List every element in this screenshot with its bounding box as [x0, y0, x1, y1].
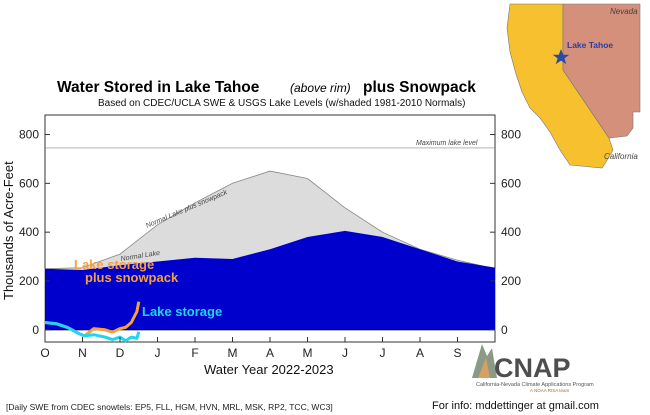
y-tick-label-right: 600	[501, 176, 521, 190]
y-tick-label-right: 200	[501, 274, 521, 288]
series-normal-lake	[45, 230, 495, 330]
cnap-logo-subtitle: California-Nevada Climate Applications P…	[476, 382, 594, 388]
y-tick-label-right: 800	[501, 128, 521, 142]
nevada-shape	[562, 3, 641, 139]
x-tick-label: J	[342, 346, 348, 360]
label-lake-storage-plus-snowpack-line2: plus snowpack	[85, 270, 179, 285]
chart-title: Water Stored in Lake Tahoe	[57, 79, 260, 96]
map-label-california: California	[604, 152, 638, 161]
y-tick-label-left: 600	[19, 176, 39, 190]
x-axis-title: Water Year 2022-2023	[204, 362, 334, 377]
chart-subtitle: Based on CDEC/UCLA SWE & USGS Lake Level…	[98, 98, 465, 109]
y-tick-label-left: 0	[32, 323, 39, 337]
x-tick-label: N	[78, 346, 87, 360]
y-tick-label-right: 400	[501, 225, 521, 239]
contact-info: For info: mddettinger at gmail.com	[432, 400, 599, 412]
cnap-ridge-icon	[478, 358, 490, 378]
y-axis-title: Thousands of Acre-Feet	[1, 161, 16, 300]
x-tick-label: S	[453, 346, 461, 360]
x-tick-label: A	[266, 346, 274, 360]
cnap-logo-tagline: A NOAA RISA team	[530, 388, 570, 393]
location-map: Nevada California Lake Tahoe	[506, 3, 641, 169]
cnap-logo: CNAP California-Nevada Climate Applicati…	[472, 344, 594, 393]
y-tick-label-left: 400	[19, 225, 39, 239]
x-tick-label: O	[40, 346, 49, 360]
series-lake-storage	[44, 321, 141, 343]
label-lake-storage-plus-snowpack-line1: Lake storage	[74, 257, 154, 272]
x-tick-label: D	[116, 346, 125, 360]
lake-tahoe-star-icon	[552, 49, 570, 65]
label-lake-storage: Lake storage	[142, 304, 222, 319]
map-label-nevada: Nevada	[610, 7, 638, 16]
x-tick-label: J	[380, 346, 386, 360]
footnote: [Daily SWE from CDEC snowtels: EP5, FLL,…	[6, 402, 333, 412]
chart-title-suffix: plus Snowpack	[363, 79, 476, 96]
chart-title-group: Water Stored in Lake Tahoe (above rim) p…	[57, 79, 476, 109]
cnap-logo-text: CNAP	[494, 353, 571, 383]
x-tick-label: J	[155, 346, 161, 360]
max-level-label: Maximum lake level	[416, 140, 478, 147]
x-tick-label: A	[416, 346, 424, 360]
y-tick-label-left: 200	[19, 274, 39, 288]
cnap-mountain-icon	[472, 344, 497, 378]
x-tick-label: M	[228, 346, 238, 360]
x-tick-label: F	[191, 346, 198, 360]
map-label-lake-tahoe: Lake Tahoe	[567, 40, 613, 50]
y-tick-label-right: 0	[501, 323, 508, 337]
chart-title-qualifier: (above rim)	[290, 81, 351, 95]
y-tick-label-left: 800	[19, 128, 39, 142]
x-tick-label: M	[303, 346, 313, 360]
